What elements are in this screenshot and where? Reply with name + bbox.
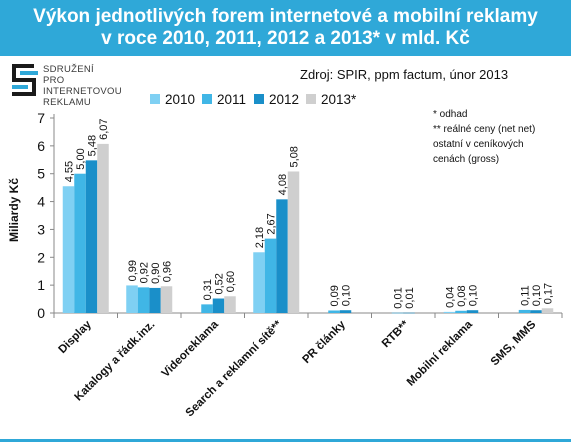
data-label: 2,18	[254, 227, 266, 248]
data-label: 0,10	[531, 285, 543, 306]
title-bar: Výkon jednotlivých forem internetové a m…	[0, 0, 571, 56]
bar-2013	[541, 308, 554, 313]
bar-2013	[97, 143, 109, 313]
legend-swatch	[150, 94, 160, 104]
legend-swatch	[306, 94, 316, 104]
logo-line-1: SDRUŽENÍ	[43, 64, 94, 75]
bar-2012	[85, 160, 98, 313]
data-label: 5,08	[289, 146, 301, 167]
x-category-label: PR články	[301, 318, 349, 366]
y-tick-label: 3	[37, 221, 45, 237]
data-label: 0,17	[543, 283, 555, 304]
bottom-accent-line	[0, 439, 571, 442]
bar-2012	[149, 287, 161, 313]
spir-logo: SDRUŽENÍ PRO INTERNETOVOU REKLAMU	[10, 64, 130, 108]
bar-2011	[74, 173, 86, 313]
logo-line-3: REKLAMU	[43, 97, 92, 108]
bar-2010	[443, 311, 456, 313]
note-real-prices: ** reálné ceny (net net)	[433, 124, 536, 135]
y-tick-label: 4	[37, 194, 45, 210]
data-label: 5,48	[87, 135, 99, 156]
data-label: 4,08	[277, 174, 289, 195]
bar-2012	[339, 310, 352, 313]
legend-swatch	[202, 94, 212, 104]
bar-2011	[201, 304, 213, 313]
data-label: 2,67	[266, 213, 278, 234]
bar-2010	[126, 285, 138, 313]
data-label: 0,01	[404, 287, 416, 308]
bar-2012	[276, 199, 288, 313]
bar-2011	[137, 287, 150, 313]
data-label: 0,60	[225, 271, 237, 292]
spir-logo-icon	[12, 64, 38, 96]
note-gross: cenách (gross)	[433, 154, 500, 165]
bar-2012	[466, 310, 479, 313]
bar-2011	[391, 312, 404, 314]
data-label: 0,09	[329, 285, 341, 306]
data-label: 0,10	[341, 285, 353, 306]
data-label: 0,92	[139, 262, 151, 283]
chart-title-line-1: Výkon jednotlivých forem internetové a m…	[33, 6, 538, 27]
x-category-label: Display	[56, 318, 94, 356]
footnotes: * odhad ** reálné ceny (net net) ostatní…	[433, 107, 535, 167]
data-label: 0,08	[456, 285, 468, 306]
logo-text: SDRUŽENÍ PRO INTERNETOVOU REKLAMU	[43, 64, 130, 108]
bar-2010	[62, 186, 75, 313]
logo-line-2: PRO INTERNETOVOU	[43, 75, 122, 97]
legend-label: 2010	[165, 92, 195, 107]
data-label: 6,07	[98, 118, 110, 139]
x-category-label: SMS, MMS	[489, 318, 539, 368]
y-tick-label: 1	[37, 277, 45, 293]
bar-2012	[530, 310, 542, 313]
x-category-label: Mobilní reklama	[405, 318, 475, 388]
bar-2012	[212, 298, 225, 313]
data-label: 0,01	[393, 287, 405, 308]
data-label: 0,04	[445, 286, 457, 307]
y-tick-label: 6	[37, 138, 45, 154]
y-tick-label: 0	[37, 305, 45, 321]
note-estimate: * odhad	[433, 109, 468, 120]
bar-2011	[455, 310, 467, 313]
bar-2012	[403, 312, 415, 314]
bar-2013	[224, 296, 236, 313]
y-tick-label: 2	[37, 249, 45, 265]
note-other-prices: ostatní v ceníkových	[433, 139, 524, 150]
x-category-label: Videoreklama	[160, 318, 222, 380]
legend-label: 2012	[269, 92, 299, 107]
bar-2011	[518, 309, 531, 313]
data-label: 0,52	[214, 273, 226, 294]
data-label: 4,55	[64, 161, 76, 182]
legend-label: 2011	[217, 92, 246, 107]
y-tick-label: 7	[37, 110, 45, 126]
source-note: Zdroj: SPIR, ppm factum, únor 2013	[300, 67, 509, 82]
y-axis-label: Miliardy Kč	[7, 178, 21, 242]
bar-2011	[264, 238, 277, 313]
legend-swatch	[254, 94, 264, 104]
data-label: 0,31	[202, 279, 214, 300]
x-category-label: RTB**	[380, 318, 412, 350]
data-label: 0,11	[520, 285, 532, 306]
bar-2013	[287, 171, 300, 313]
chart-title-line-2: v roce 2010, 2011, 2012 a 2013* v mld. K…	[101, 28, 470, 49]
y-tick-label: 5	[37, 166, 45, 182]
data-label: 0,10	[468, 285, 480, 306]
data-label: 0,99	[127, 260, 139, 281]
data-label: 0,96	[162, 261, 174, 282]
data-label: 0,90	[150, 263, 162, 284]
data-label: 5,00	[75, 148, 87, 169]
bar-2013	[160, 286, 173, 313]
bar-2011	[328, 310, 340, 313]
bar-2010	[253, 252, 265, 313]
legend-label: 2013*	[321, 92, 357, 107]
